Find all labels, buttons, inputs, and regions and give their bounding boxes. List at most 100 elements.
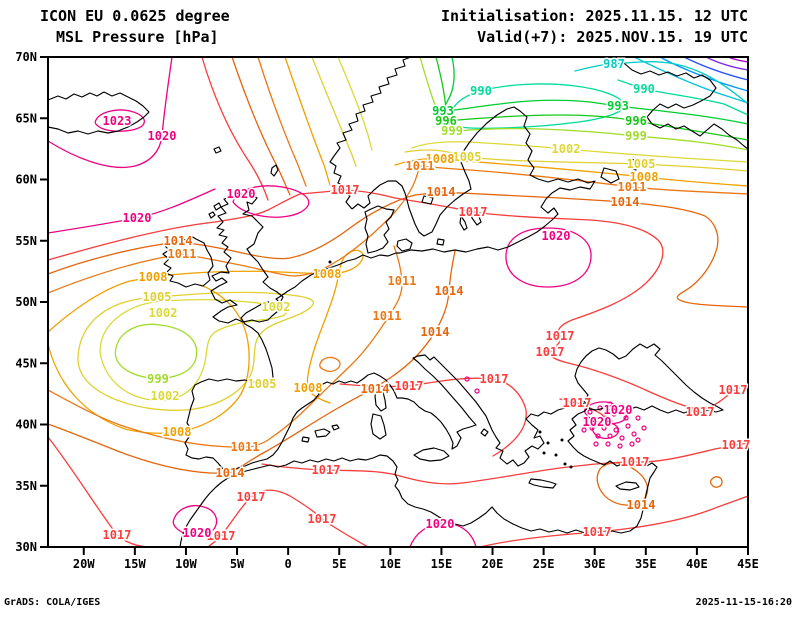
isobar-fragment [605,441,611,447]
isobar-label-1014: 1014 [421,325,450,339]
isobar-label-1005: 1005 [627,157,656,171]
coastline [628,157,639,171]
isobar-1008 [284,56,331,186]
isobar-fragment [619,435,625,441]
isobar-label-1017: 1017 [583,525,612,539]
isobar-fragment [617,443,623,449]
isobar-label-1020: 1020 [426,517,455,531]
isobar-fragment [587,409,593,415]
isobar-label-1017: 1017 [308,512,337,526]
isobar-label-1023: 1023 [103,114,132,128]
isobar-label-990: 990 [633,82,655,96]
isobar-label-1017: 1017 [480,372,509,386]
isobar-label-999: 999 [625,129,647,143]
coastline [301,436,310,443]
isobar-984 [633,56,749,104]
island-dot [569,465,573,469]
isobar-label-1017: 1017 [237,490,266,504]
isobar-fragment [464,376,470,382]
isobar-label-1020: 1020 [183,526,212,540]
isobar-label-1005: 1005 [143,290,172,304]
coastline [480,428,489,437]
coastline [47,91,150,135]
isobar-label-1008: 1008 [139,270,168,284]
isobar-label-1017: 1017 [719,383,748,397]
isobar-1005 [77,291,315,411]
isobar-label-1017: 1017 [546,329,575,343]
isobar-1014 [231,56,291,196]
coastline [364,205,395,254]
isobar-fragment [593,441,599,447]
coastline [396,238,413,252]
isobar-1008 [394,158,749,187]
lat-label: 40N [15,418,37,432]
isobar-fragment [641,425,647,431]
isobar-fragment [595,433,601,439]
isobar-987 [574,61,749,105]
isobar-1002 [411,141,749,163]
coastline [213,146,222,154]
coastline [270,164,279,177]
isobar-label-1011: 1011 [373,309,402,323]
isobar-label-1020: 1020 [227,187,256,201]
isobar-1014 [709,476,723,488]
isobar-1017 [47,189,749,410]
isobar-1002 [337,56,373,151]
isobar-label-1017: 1017 [395,379,424,393]
lon-label: 20E [482,557,504,571]
isobar-fragment [629,441,635,447]
coastline [600,167,620,184]
isobar-1020 [583,401,628,425]
isobar-label-993: 993 [607,99,629,113]
coastline [370,413,387,440]
lon-label: 5E [332,557,346,571]
lat-label: 55N [15,234,37,248]
lon-label: 25E [533,557,555,571]
coastline [331,424,340,431]
isobar-1020 [47,188,216,234]
isobar-999 [419,56,749,151]
isobar-fragment [474,388,480,394]
isobar-label-1011: 1011 [231,440,260,454]
isobar-label-1020: 1020 [583,415,612,429]
isobar-990 [446,83,625,129]
isobar-1017 [47,436,149,548]
isobar-fragment [635,437,641,443]
isobar-label-1020: 1020 [542,229,571,243]
island-dot [563,462,567,466]
isobar-fragment [583,417,589,423]
coastline-layer [47,56,749,548]
coastline [574,343,724,414]
isobar-label-1008: 1008 [294,381,323,395]
isobar-label-990: 990 [470,84,492,98]
coastline [421,195,434,205]
coastline [374,388,387,412]
isobar-993 [442,56,749,125]
isobar-label-1014: 1014 [435,284,464,298]
isobar-1005 [404,149,749,172]
island-dot [554,453,558,457]
coastline [413,447,450,462]
isobar-label-1002: 1002 [262,300,291,314]
isobar-label-1020: 1020 [123,211,152,225]
isobar-fragment [635,415,641,421]
isobar-1017 [479,495,749,548]
coastline [329,56,412,210]
island-dot [546,441,550,445]
isobar-1017 [207,489,369,548]
isobar-label-1014: 1014 [611,195,640,209]
coastline [162,235,214,288]
lon-label: 15E [431,557,453,571]
isobar-1002 [99,298,287,401]
isobar-1020 [47,56,173,168]
isobar-1014 [47,191,749,308]
field-title: MSL Pressure [hPa] [56,28,219,46]
isobar-label-1017: 1017 [207,529,236,543]
isobar-1017 [559,398,613,422]
lon-label: 40E [686,557,708,571]
isobar-990 [617,79,749,116]
isobar-fragment [601,425,607,431]
lat-label: 35N [15,479,37,493]
lat-label: 70N [15,50,37,64]
